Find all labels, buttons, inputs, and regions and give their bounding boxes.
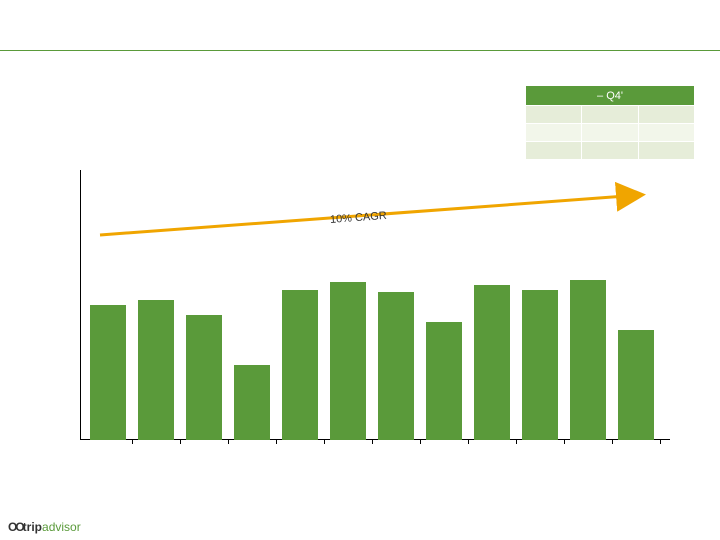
bar-10	[522, 290, 558, 440]
x-tick-2	[180, 440, 181, 444]
x-tick-1	[132, 440, 133, 444]
table-header: – Q4'	[526, 86, 695, 106]
bar-3	[186, 315, 222, 440]
bar-4	[234, 365, 270, 440]
bar-9	[474, 285, 510, 440]
x-tick-8	[468, 440, 469, 444]
x-tick-7	[420, 440, 421, 444]
x-tick-9	[516, 440, 517, 444]
slide: – Q4' 10% CAGR OOtripadvisor	[0, 0, 720, 540]
table-cell	[526, 124, 582, 142]
x-tick-6	[372, 440, 373, 444]
bar-7	[378, 292, 414, 440]
table-cell	[638, 142, 694, 160]
bar-8	[426, 322, 462, 440]
table-cell	[638, 106, 694, 124]
logo-trip-text: trip	[23, 520, 42, 534]
table-cell	[638, 124, 694, 142]
bar-2	[138, 300, 174, 440]
owl-icon: OO	[8, 520, 23, 534]
bar-1	[90, 305, 126, 440]
table-cell	[526, 106, 582, 124]
divider-line	[0, 50, 720, 51]
logo-advisor-text: advisor	[42, 520, 81, 534]
x-tick-3	[228, 440, 229, 444]
bar-12	[618, 330, 654, 440]
x-tick-11	[612, 440, 613, 444]
x-tick-10	[564, 440, 565, 444]
bar-11	[570, 280, 606, 440]
bar-5	[282, 290, 318, 440]
x-tick-5	[324, 440, 325, 444]
tripadvisor-logo: OOtripadvisor	[8, 520, 81, 534]
table-cell	[582, 106, 638, 124]
bar-6	[330, 282, 366, 440]
table-cell	[526, 142, 582, 160]
x-tick-4	[276, 440, 277, 444]
table-cell	[582, 142, 638, 160]
x-tick-12	[660, 440, 661, 444]
table-cell	[582, 124, 638, 142]
